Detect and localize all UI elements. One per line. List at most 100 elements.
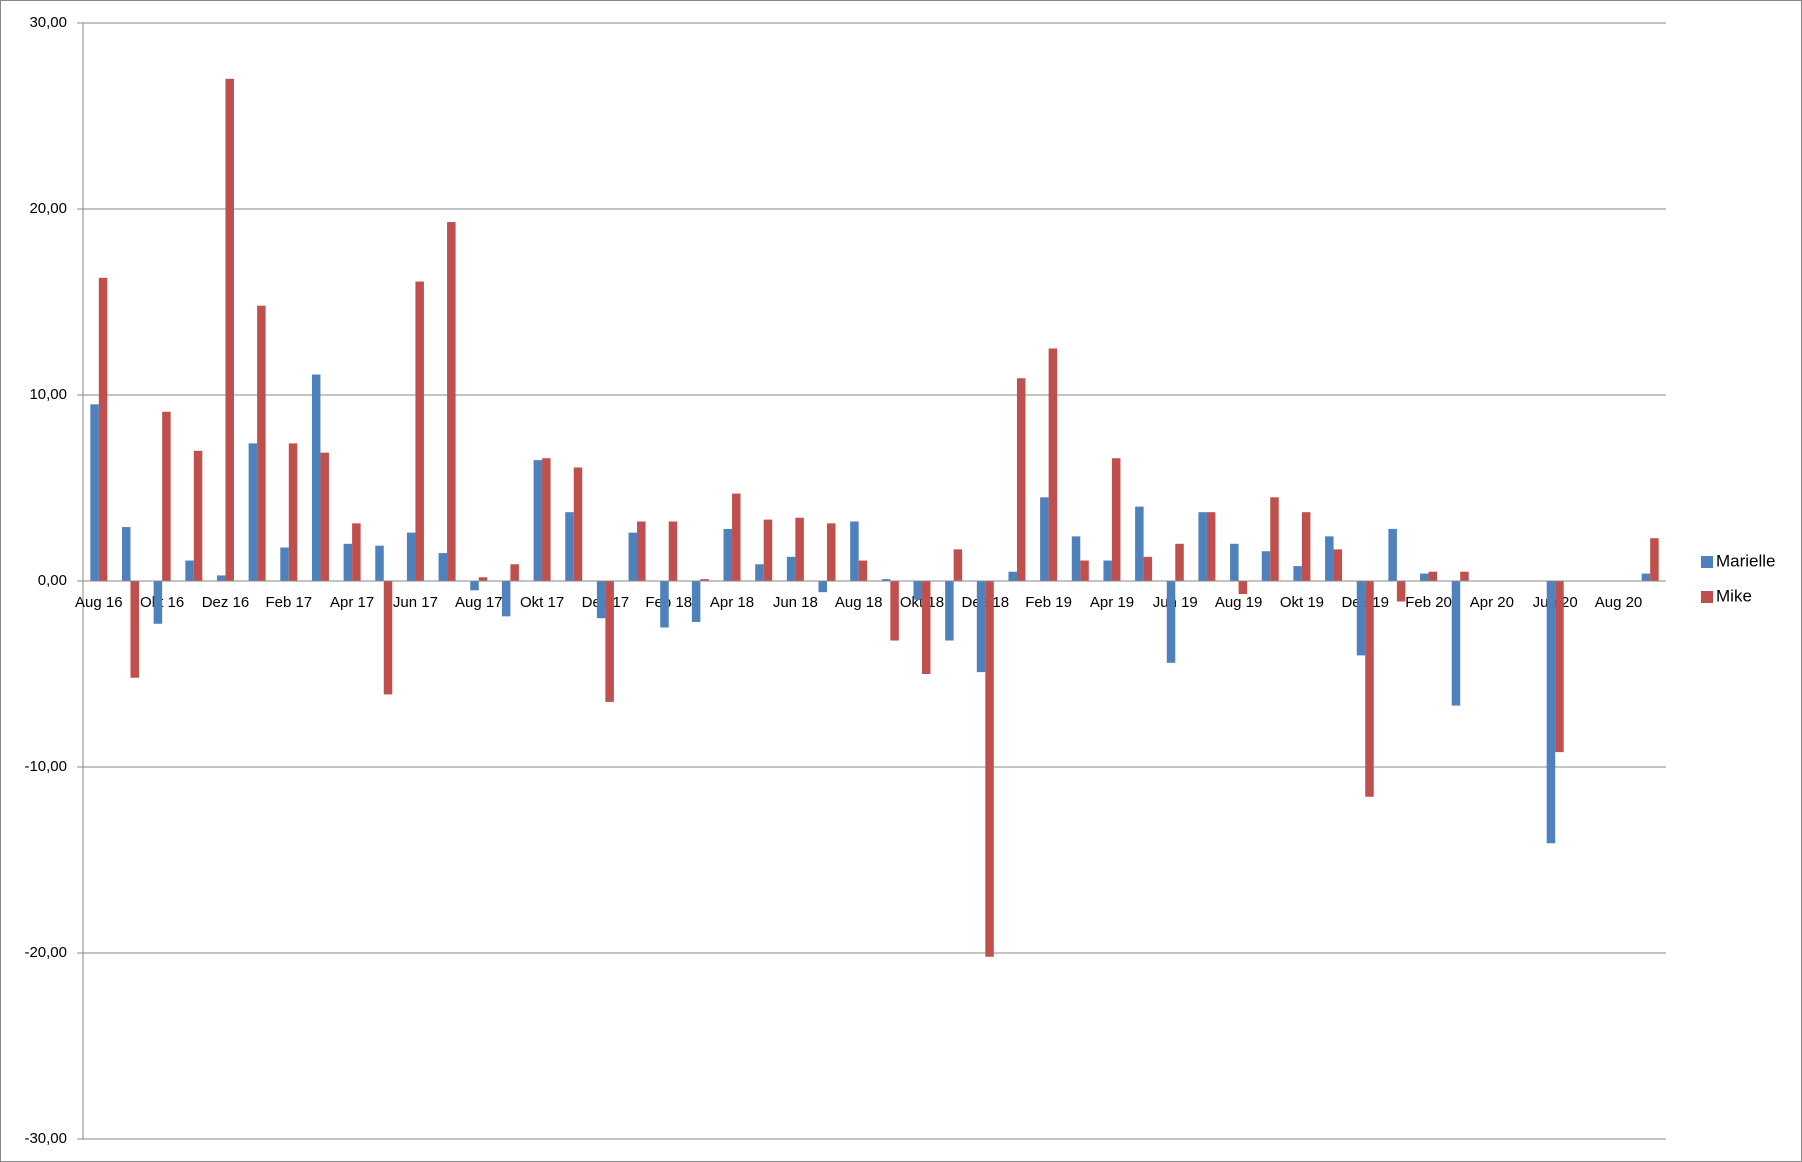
bar bbox=[565, 512, 574, 581]
y-tick-label: 30,00 bbox=[29, 14, 67, 31]
bar bbox=[130, 581, 139, 678]
bar bbox=[850, 521, 859, 581]
bar bbox=[225, 78, 234, 582]
bar bbox=[1650, 538, 1659, 581]
bar bbox=[881, 579, 891, 581]
bar bbox=[510, 564, 519, 581]
x-tick-label: Apr 18 bbox=[710, 594, 754, 611]
bar bbox=[343, 543, 353, 581]
bar bbox=[985, 581, 994, 957]
bar bbox=[1365, 581, 1374, 797]
x-tick-label: Okt 17 bbox=[520, 594, 564, 611]
y-tick-label: -20,00 bbox=[24, 944, 67, 961]
bar bbox=[1356, 581, 1366, 656]
bar bbox=[1293, 566, 1302, 581]
bar bbox=[162, 411, 171, 581]
legend-label: Marielle bbox=[1716, 551, 1776, 570]
bar bbox=[470, 581, 479, 591]
x-tick-label: Apr 19 bbox=[1090, 594, 1134, 611]
bar bbox=[216, 575, 226, 581]
bar bbox=[375, 545, 384, 581]
bar bbox=[185, 560, 194, 581]
bar bbox=[352, 523, 361, 581]
y-tick-label: -10,00 bbox=[24, 758, 67, 775]
bar bbox=[1388, 528, 1397, 581]
bar bbox=[501, 581, 511, 617]
x-tick-label: Okt 19 bbox=[1280, 594, 1324, 611]
bar bbox=[90, 404, 99, 581]
bar bbox=[193, 450, 203, 581]
x-tick-label: Aug 19 bbox=[1215, 594, 1263, 611]
bar bbox=[755, 564, 764, 581]
bar bbox=[573, 467, 583, 581]
bar bbox=[1198, 512, 1207, 581]
bar bbox=[1428, 571, 1438, 581]
bar bbox=[311, 374, 321, 581]
x-tick-label: Aug 20 bbox=[1595, 594, 1643, 611]
bar bbox=[1135, 506, 1144, 581]
bar bbox=[1016, 378, 1026, 581]
bar bbox=[1270, 497, 1279, 581]
legend-swatch bbox=[1701, 556, 1713, 568]
bar bbox=[668, 521, 678, 581]
bar bbox=[732, 493, 741, 581]
bar bbox=[415, 281, 424, 581]
x-tick-label: Aug 16 bbox=[75, 594, 123, 611]
bar bbox=[818, 581, 828, 593]
bar bbox=[1451, 581, 1461, 706]
x-tick-label: Dez 16 bbox=[202, 594, 250, 611]
x-tick-label: Feb 20 bbox=[1405, 594, 1452, 611]
bar bbox=[1420, 573, 1429, 581]
bar bbox=[1546, 581, 1556, 844]
bar bbox=[858, 560, 868, 581]
bar bbox=[383, 581, 393, 695]
bar bbox=[1238, 581, 1248, 595]
bar bbox=[280, 547, 289, 581]
bar bbox=[1080, 560, 1089, 581]
x-tick-label: Feb 17 bbox=[265, 594, 312, 611]
y-tick-label: 20,00 bbox=[29, 200, 67, 217]
bar bbox=[786, 556, 796, 581]
bar bbox=[1261, 551, 1271, 581]
bar bbox=[700, 579, 709, 581]
bar bbox=[1143, 556, 1153, 581]
bar bbox=[945, 581, 954, 641]
bar bbox=[660, 581, 669, 628]
x-tick-label: Aug 18 bbox=[835, 594, 883, 611]
x-tick-label: Apr 17 bbox=[330, 594, 374, 611]
bar bbox=[1048, 348, 1058, 581]
y-tick-label: 10,00 bbox=[29, 386, 67, 403]
bar bbox=[1103, 560, 1112, 581]
x-tick-label: Apr 20 bbox=[1470, 594, 1514, 611]
bar bbox=[827, 523, 836, 581]
bar bbox=[98, 277, 108, 581]
bar bbox=[288, 443, 298, 581]
bar bbox=[637, 521, 646, 581]
bar bbox=[691, 581, 701, 622]
bar bbox=[1071, 536, 1081, 581]
bar bbox=[723, 528, 733, 581]
bar bbox=[1230, 543, 1239, 581]
bar bbox=[153, 581, 163, 624]
bar bbox=[320, 452, 329, 581]
x-tick-label: Aug 17 bbox=[455, 594, 503, 611]
bar bbox=[1396, 581, 1406, 602]
bar bbox=[1333, 549, 1343, 581]
bar bbox=[596, 581, 606, 619]
bar bbox=[542, 458, 551, 581]
bar bbox=[257, 305, 266, 581]
bar bbox=[248, 443, 258, 581]
bar bbox=[1555, 581, 1564, 753]
bar bbox=[438, 553, 448, 581]
x-tick-label: Jun 18 bbox=[773, 594, 818, 611]
bar bbox=[1460, 571, 1469, 581]
bar bbox=[1206, 512, 1216, 581]
bar bbox=[406, 532, 416, 581]
bar bbox=[921, 581, 931, 674]
bar bbox=[1175, 543, 1184, 581]
legend-swatch bbox=[1701, 591, 1713, 603]
x-tick-label: Jun 17 bbox=[393, 594, 438, 611]
y-tick-label: -30,00 bbox=[24, 1130, 67, 1147]
bar bbox=[478, 577, 488, 581]
